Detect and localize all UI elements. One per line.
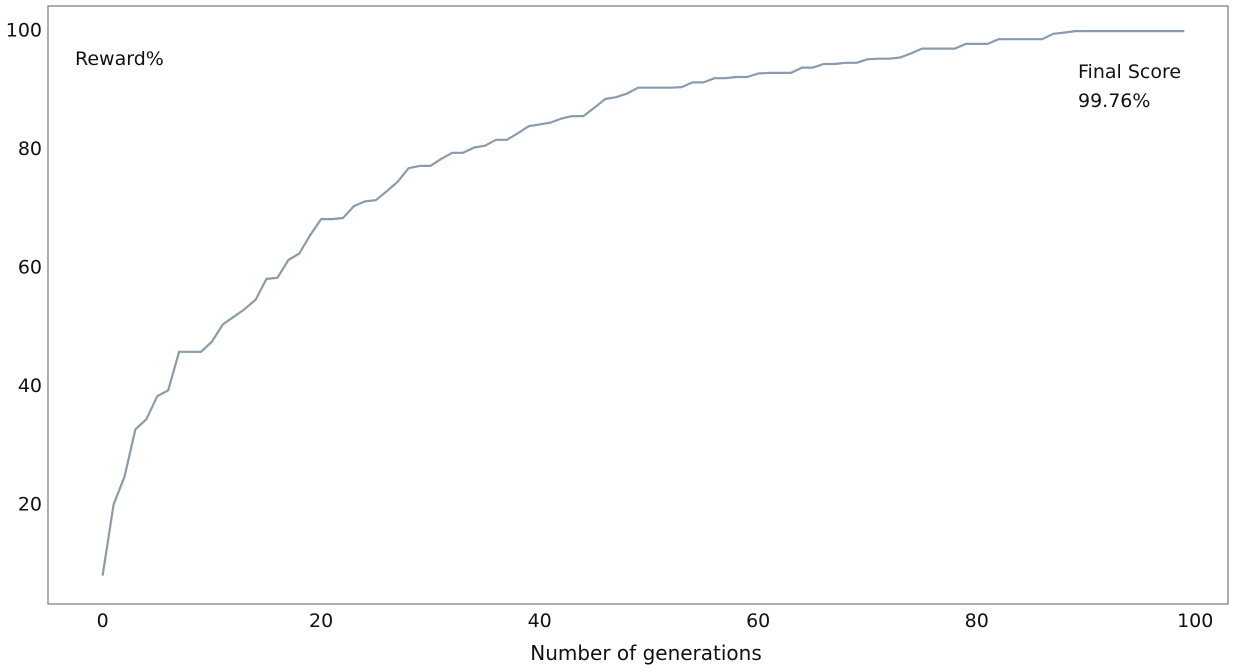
y-tick-label: 20	[18, 493, 42, 515]
y-tick-label: 60	[18, 257, 42, 279]
x-axis-title: Number of generations	[530, 641, 762, 665]
reward-series-line	[101, 30, 1185, 576]
x-tick-label: 0	[97, 610, 109, 632]
y-tick-label: 40	[18, 375, 42, 397]
plot-frame	[47, 5, 1229, 605]
x-tick-label: 80	[965, 610, 989, 632]
y-tick-labels: 20 40 60 80 100	[6, 20, 42, 516]
final-score-label: Final Score	[1078, 61, 1181, 83]
y-tick-label: 100	[6, 20, 42, 42]
x-tick-label: 20	[309, 610, 333, 632]
x-tick-labels: 0 20 40 60 80 100	[97, 610, 1214, 632]
x-tick-label: 100	[1177, 610, 1213, 632]
y-axis-label: Reward%	[75, 48, 164, 70]
x-tick-label: 60	[746, 610, 770, 632]
final-score-value: 99.76%	[1078, 90, 1150, 112]
x-tick-label: 40	[528, 610, 552, 632]
y-tick-label: 80	[18, 138, 42, 160]
